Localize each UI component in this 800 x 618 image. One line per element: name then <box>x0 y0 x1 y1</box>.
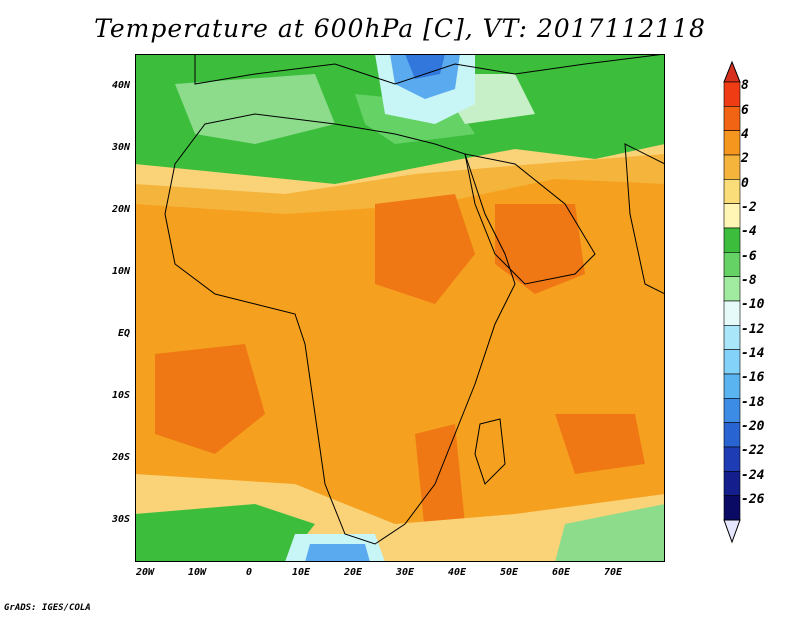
colorbar-swatch <box>723 227 741 253</box>
colorbar-label: 0 <box>741 175 749 191</box>
colorbar-swatch <box>723 349 741 375</box>
colorbar-swatch <box>723 130 741 156</box>
colorbar-label: -18 <box>741 394 765 410</box>
colorbar-swatch <box>723 154 741 180</box>
field-hot-mozambique <box>415 424 465 534</box>
colorbar-label: -12 <box>741 321 765 337</box>
coastline-madagascar <box>474 418 506 485</box>
colorbar-bottom-arrow <box>723 519 741 544</box>
colorbar-swatch <box>723 252 741 277</box>
lon-label-40e: 40E <box>447 567 467 578</box>
colorbar-swatch <box>723 373 741 399</box>
colorbar-swatch <box>723 203 741 229</box>
colorbar-label: 4 <box>741 126 749 142</box>
colorbar-top-arrow <box>723 60 741 83</box>
colorbar-swatch <box>723 81 741 107</box>
field-north-lightgreen <box>175 74 335 144</box>
colorbar-swatch <box>723 422 741 448</box>
chart-title: Temperature at 600hPa [C], VT: 201711211… <box>94 14 706 43</box>
colorbar-label: -22 <box>741 443 765 459</box>
colorbar-label: -6 <box>741 248 757 264</box>
colorbar-swatch <box>723 325 741 350</box>
field-hot-atlantic <box>155 344 265 454</box>
colorbar-swatch <box>723 300 741 326</box>
colorbar-label: 6 <box>741 102 749 118</box>
lat-label-20s: 20S <box>111 452 130 463</box>
temperature-map <box>135 54 665 562</box>
field-south-blue <box>305 544 370 562</box>
colorbar-label: -24 <box>741 467 765 483</box>
lon-label-20e: 20E <box>343 567 363 578</box>
field-south-green2 <box>555 504 665 562</box>
colorbar-label: -16 <box>741 370 765 386</box>
colorbar-label: 2 <box>741 151 749 167</box>
coastline-india <box>624 143 665 295</box>
lon-label-0: 0 <box>245 567 253 578</box>
coastline-africa <box>164 113 516 545</box>
colorbar-swatch <box>723 398 741 423</box>
lat-label-10n: 10N <box>111 266 130 277</box>
coastline-europe <box>194 54 665 85</box>
field-south-green <box>135 504 315 562</box>
colorbar-label: -20 <box>741 418 765 434</box>
lon-label-60e: 60E <box>551 567 571 578</box>
lat-label-30n: 30N <box>111 142 130 153</box>
field-hot-arabia <box>495 204 585 294</box>
colorbar-swatch <box>723 106 741 131</box>
lat-label-eq: EQ <box>117 328 130 339</box>
colorbar-label: 8 <box>741 78 749 94</box>
colorbar-swatch <box>723 446 741 472</box>
lon-label-30e: 30E <box>395 567 415 578</box>
lon-label-20w: 20W <box>135 567 155 578</box>
colorbar <box>723 60 741 544</box>
lat-label-30s: 30S <box>111 514 130 525</box>
colorbar-swatch <box>723 471 741 496</box>
colorbar-label: -14 <box>741 345 765 361</box>
map-border <box>135 54 665 562</box>
colorbar-swatch <box>723 179 741 204</box>
lon-label-50e: 50E <box>499 567 519 578</box>
lat-label-10s: 10S <box>111 390 130 401</box>
colorbar-swatch <box>723 276 741 302</box>
colorbar-label: -4 <box>741 224 757 240</box>
lat-label-40n: 40N <box>111 80 130 91</box>
colorbar-label: -2 <box>741 199 757 215</box>
colorbar-label: -10 <box>741 297 765 313</box>
colorbar-label: -8 <box>741 272 757 288</box>
lon-label-10e: 10E <box>291 567 311 578</box>
coastline-arabia <box>464 153 596 285</box>
credit-label: GrADS: IGES/COLA <box>4 603 91 613</box>
field-hot-indian <box>555 414 645 474</box>
colorbar-swatch <box>723 495 741 521</box>
field-med-darkblue <box>405 54 445 79</box>
lon-label-10w: 10W <box>187 567 207 578</box>
lon-label-70e: 70E <box>603 567 623 578</box>
field-hot-sahel <box>375 194 475 304</box>
lat-label-20n: 20N <box>111 204 130 215</box>
colorbar-label: -26 <box>741 491 765 507</box>
